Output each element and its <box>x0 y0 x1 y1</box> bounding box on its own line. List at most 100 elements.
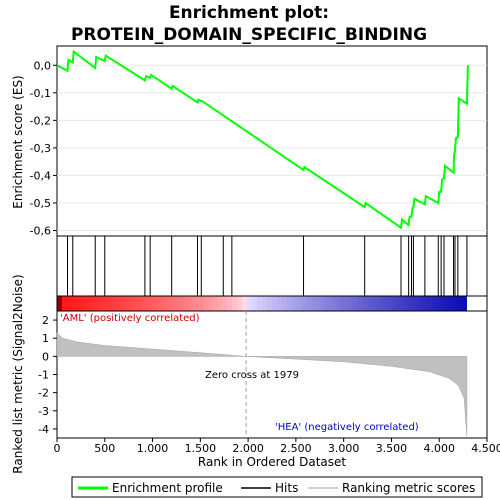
color-bar-segment <box>192 296 198 311</box>
es-y-tick-label: 0,0 <box>34 59 52 72</box>
color-bar-segment <box>427 296 433 311</box>
color-bar-segment <box>92 296 98 311</box>
color-bar-segment <box>257 296 263 311</box>
es-panel-frame <box>56 45 488 237</box>
color-bar-segment <box>152 296 158 311</box>
color-bar-segment <box>322 296 328 311</box>
ranking-metric-area <box>56 332 468 437</box>
color-bar-segment <box>97 296 103 311</box>
es-y-tick-label: -0,5 <box>30 197 51 210</box>
x-tick-label: 3.000 <box>328 442 360 455</box>
color-bar-segment <box>147 296 153 311</box>
color-bar-segment <box>167 296 173 311</box>
color-bar-segment <box>337 296 343 311</box>
color-bar-segment <box>362 296 368 311</box>
color-bar-segment <box>237 296 243 311</box>
legend-box <box>71 476 483 498</box>
x-tick-label: 1.000 <box>137 442 169 455</box>
color-bar-segment <box>382 296 388 311</box>
x-tick-label: 2.500 <box>280 442 312 455</box>
color-bar-segment <box>212 296 218 311</box>
color-bar-segment <box>207 296 213 311</box>
color-bar-segment <box>402 296 408 311</box>
es-y-tick-label: -0,2 <box>30 114 51 127</box>
x-tick-label: 500 <box>94 442 115 455</box>
color-bar-segment <box>122 296 128 311</box>
hits-panel-frame <box>56 235 488 297</box>
legend-hits-label: Hits <box>275 481 298 495</box>
legend-ranking-label: Ranking metric scores <box>342 481 475 495</box>
color-bar-segment <box>467 296 473 311</box>
color-bar-segment <box>182 296 188 311</box>
enrichment-profile-line <box>56 49 469 230</box>
metric-y-tick-label: 0 <box>42 350 49 363</box>
color-bar-segment <box>172 296 178 311</box>
color-bar-segment <box>87 296 93 311</box>
color-bar-segment <box>482 296 488 311</box>
color-bar-segment <box>72 296 78 311</box>
color-bar-segment <box>142 296 148 311</box>
color-bar-segment <box>247 296 253 311</box>
color-bar-segment <box>292 296 298 311</box>
color-bar-segment <box>472 296 478 311</box>
color-bar-segment <box>102 296 108 311</box>
chart-title-line1: Enrichment plot: <box>169 3 329 23</box>
hit-markers <box>67 236 468 296</box>
color-bar-segment <box>127 296 133 311</box>
color-bar-segment <box>372 296 378 311</box>
color-bar-segment <box>342 296 348 311</box>
metric-y-tick-label: -4 <box>38 423 49 436</box>
color-bar-segment <box>77 296 83 311</box>
metric-x-ticks: 0 500 1.000 1.500 2.000 2.500 3.000 3.500 4.000 4… <box>54 438 500 455</box>
x-axis-label: Rank in Ordered Dataset <box>198 455 346 469</box>
color-bar-segment <box>252 296 258 311</box>
metric-y-tick-label: 1 <box>42 332 49 345</box>
color-bar-segment <box>317 296 323 311</box>
color-bar-segment <box>187 296 193 311</box>
positive-correlation-label: 'AML' (positively correlated) <box>60 313 200 324</box>
chart-title-line2: PROTEIN_DOMAIN_SPECIFIC_BINDING <box>71 25 427 45</box>
color-bar-segment <box>302 296 308 311</box>
color-bar-segment <box>307 296 313 311</box>
color-bar-segment <box>242 296 248 311</box>
es-y-axis-label: Enrichment score (ES) <box>11 75 25 208</box>
legend-enrichment-label: Enrichment profile <box>112 481 223 495</box>
color-bar-segment <box>477 296 483 311</box>
metric-y-tick-label: -3 <box>38 405 49 418</box>
color-bar-segment <box>272 296 278 311</box>
color-bar-segment <box>262 296 268 311</box>
color-bar-segment <box>107 296 113 311</box>
color-bar-segment <box>112 296 118 311</box>
color-bar-segment <box>227 296 233 311</box>
color-bar-segment <box>347 296 353 311</box>
color-bar-segment <box>447 296 453 311</box>
color-bar-segment <box>407 296 413 311</box>
es-y-tick-label: -0,3 <box>30 142 51 155</box>
color-bar-segment <box>432 296 438 311</box>
color-bar-segment <box>222 296 228 311</box>
color-bar-segment <box>417 296 423 311</box>
color-bar-segment <box>67 296 73 311</box>
color-bar-segment <box>352 296 358 311</box>
color-bar-segment <box>177 296 183 311</box>
x-tick-label: 4.000 <box>423 442 455 455</box>
metric-y-tick-label: -1 <box>38 369 49 382</box>
es-y-tick-label: -0,6 <box>30 224 51 237</box>
color-bar-segment <box>397 296 403 311</box>
color-bar-segment <box>327 296 333 311</box>
color-bar-segment <box>57 296 63 311</box>
x-tick-label: 4.500 <box>471 442 500 455</box>
ranking-color-bar <box>57 296 488 311</box>
zero-cross-label: Zero cross at 1979 <box>205 370 299 381</box>
color-bar-segment <box>312 296 318 311</box>
metric-y-tick-label: 2 <box>42 314 49 327</box>
color-bar-segment <box>377 296 383 311</box>
color-bar-segment <box>202 296 208 311</box>
color-bar-segment <box>462 296 468 311</box>
color-bar-segment <box>357 296 363 311</box>
es-y-tick-label: -0,1 <box>30 87 51 100</box>
color-bar-segment <box>157 296 163 311</box>
color-bar-segment <box>217 296 223 311</box>
metric-y-ticks: 2 1 0 -1 -2 -3 -4 <box>38 314 57 436</box>
